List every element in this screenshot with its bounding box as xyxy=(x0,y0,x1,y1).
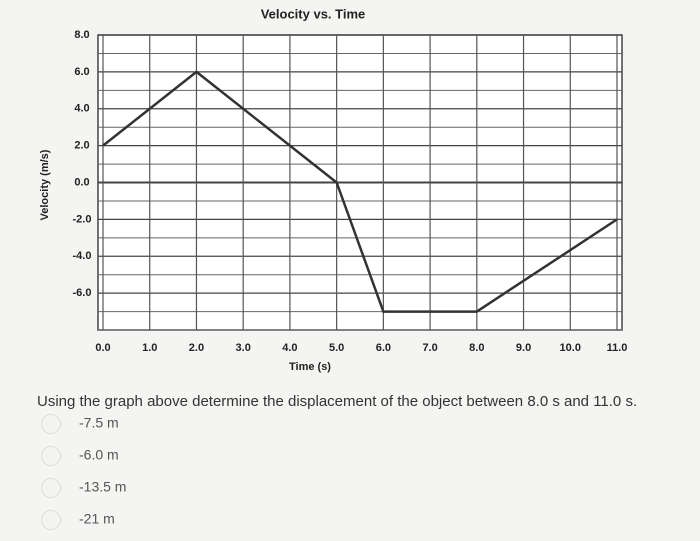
radio-button[interactable] xyxy=(41,446,61,466)
radio-button[interactable] xyxy=(41,510,61,530)
x-tick-label: 1.0 xyxy=(142,342,157,354)
option[interactable]: -6.0 m xyxy=(41,446,119,466)
option-label: -13.5 m xyxy=(79,478,127,495)
y-tick-label: 2.0 xyxy=(74,140,89,152)
x-tick-label: 3.0 xyxy=(236,342,251,354)
option[interactable]: -7.5 m xyxy=(41,414,119,434)
y-tick-label: 4.0 xyxy=(74,103,89,115)
y-tick-label: 0.0 xyxy=(74,176,89,188)
x-tick-label: 9.0 xyxy=(516,342,531,354)
option-label: -7.5 m xyxy=(79,414,119,431)
x-axis-title: Time (s) xyxy=(289,361,331,373)
x-tick-label: 8.0 xyxy=(469,342,484,354)
y-tick-label: 6.0 xyxy=(74,66,89,78)
y-tick-label: -6.0 xyxy=(73,287,92,299)
chart-title: Velocity vs. Time xyxy=(261,6,366,21)
data-line xyxy=(102,70,618,313)
option-label: -6.0 m xyxy=(79,446,119,463)
option[interactable]: -13.5 m xyxy=(41,478,126,498)
y-tick-label: 8.0 xyxy=(74,29,89,41)
x-tick-label: 10.0 xyxy=(560,342,581,354)
y-tick-label: -2.0 xyxy=(73,213,92,225)
x-tick-label: 7.0 xyxy=(422,342,437,354)
x-tick-label: 2.0 xyxy=(189,342,204,354)
option-label: -21 m xyxy=(79,510,115,527)
option[interactable]: -21 m xyxy=(41,510,115,530)
x-tick-label: 11.0 xyxy=(607,342,628,354)
x-tick-label: 6.0 xyxy=(376,342,391,354)
radio-button[interactable] xyxy=(41,414,61,434)
y-axis-title: Velocity (m/s) xyxy=(39,149,51,220)
x-tick-label: 5.0 xyxy=(329,342,344,354)
question: Using the graph above determine the disp… xyxy=(37,393,638,410)
x-tick-label: 0.0 xyxy=(95,342,110,354)
x-tick-label: 4.0 xyxy=(282,342,297,354)
y-tick-label: -4.0 xyxy=(73,250,92,262)
chart: Velocity vs. Time Time (s) Velocity (m/s… xyxy=(39,6,628,373)
radio-button[interactable] xyxy=(41,478,61,498)
